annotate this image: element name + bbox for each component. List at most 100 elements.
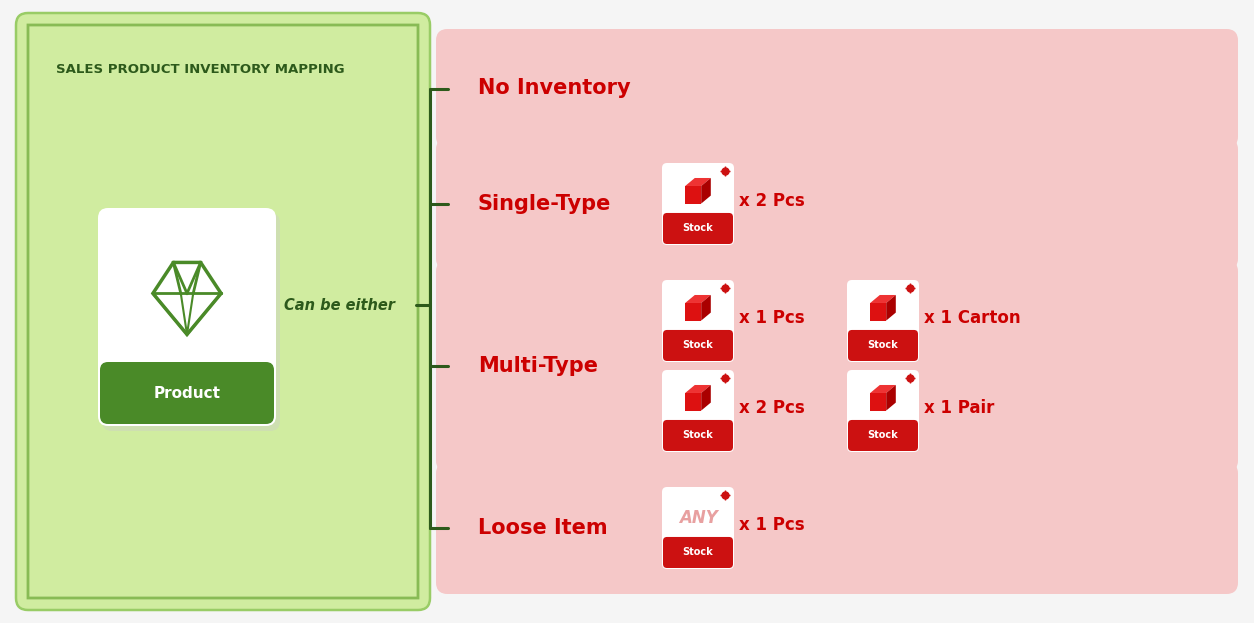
Text: Stock: Stock <box>868 341 898 351</box>
Text: Stock: Stock <box>682 548 714 558</box>
Bar <box>28 220 418 224</box>
Text: x 2 Pcs: x 2 Pcs <box>739 192 805 210</box>
Bar <box>28 412 418 416</box>
Bar <box>28 88 418 92</box>
Text: x 1 Pcs: x 1 Pcs <box>739 309 805 327</box>
Bar <box>28 372 418 376</box>
Bar <box>28 34 418 37</box>
Bar <box>28 200 418 204</box>
Bar <box>28 300 418 304</box>
Bar <box>28 464 418 467</box>
FancyBboxPatch shape <box>100 362 275 424</box>
Bar <box>28 378 418 381</box>
Bar <box>28 280 418 284</box>
Bar <box>28 28 418 32</box>
Bar <box>28 174 418 178</box>
Bar <box>28 257 418 261</box>
Bar <box>28 374 418 378</box>
Bar <box>28 535 418 539</box>
Polygon shape <box>685 186 701 204</box>
Polygon shape <box>887 295 895 321</box>
FancyBboxPatch shape <box>436 138 1238 270</box>
Bar <box>28 157 418 161</box>
FancyBboxPatch shape <box>16 13 430 610</box>
Bar <box>28 592 418 596</box>
Bar <box>28 177 418 181</box>
Bar <box>28 208 418 212</box>
Bar <box>28 31 418 35</box>
Text: Stock: Stock <box>682 430 714 440</box>
Bar <box>28 136 418 141</box>
Bar <box>28 449 418 453</box>
Bar <box>28 211 418 215</box>
Text: Multi-Type: Multi-Type <box>478 356 598 376</box>
Bar <box>28 401 418 404</box>
FancyBboxPatch shape <box>662 163 734 245</box>
Bar <box>28 80 418 83</box>
Bar <box>28 131 418 135</box>
FancyBboxPatch shape <box>663 330 734 361</box>
Bar <box>28 229 418 232</box>
Bar <box>28 59 418 64</box>
Bar <box>28 589 418 593</box>
Bar <box>28 380 418 384</box>
Bar <box>28 263 418 267</box>
Polygon shape <box>870 393 887 411</box>
FancyBboxPatch shape <box>436 29 1238 148</box>
Bar <box>28 245 418 249</box>
Bar <box>28 526 418 530</box>
Polygon shape <box>701 178 711 204</box>
Bar <box>28 518 418 521</box>
Bar <box>28 125 418 129</box>
Text: x 1 Pair: x 1 Pair <box>924 399 994 417</box>
Bar <box>28 231 418 235</box>
Bar <box>28 586 418 591</box>
Bar <box>28 552 418 556</box>
Bar <box>28 154 418 158</box>
Polygon shape <box>701 295 711 321</box>
Bar <box>28 331 418 335</box>
Bar <box>28 108 418 112</box>
Bar <box>28 249 418 252</box>
Bar <box>28 538 418 542</box>
Bar <box>28 197 418 201</box>
Bar <box>28 37 418 40</box>
Bar <box>28 469 418 473</box>
Bar <box>28 45 418 49</box>
Bar <box>28 292 418 295</box>
Bar <box>28 143 418 146</box>
Bar <box>28 134 418 138</box>
FancyBboxPatch shape <box>663 213 734 244</box>
Bar <box>28 403 418 407</box>
Bar <box>28 432 418 435</box>
Text: ANY: ANY <box>678 509 717 527</box>
Bar <box>28 140 418 143</box>
Bar <box>28 65 418 69</box>
FancyBboxPatch shape <box>663 420 734 451</box>
Text: x 1 Carton: x 1 Carton <box>924 309 1021 327</box>
Bar <box>28 74 418 78</box>
Bar <box>28 472 418 476</box>
Bar <box>28 521 418 525</box>
Bar <box>28 475 418 478</box>
Bar <box>28 102 418 106</box>
Bar <box>28 114 418 118</box>
Polygon shape <box>870 385 895 393</box>
Polygon shape <box>685 393 701 411</box>
Bar <box>28 105 418 109</box>
Polygon shape <box>701 385 711 411</box>
Bar <box>28 386 418 390</box>
FancyBboxPatch shape <box>436 462 1238 594</box>
Bar <box>28 194 418 198</box>
Bar <box>28 243 418 247</box>
Bar <box>28 478 418 482</box>
Bar <box>28 315 418 318</box>
Polygon shape <box>870 295 895 303</box>
Bar <box>28 163 418 166</box>
Polygon shape <box>887 385 895 411</box>
Bar <box>28 25 418 29</box>
Bar <box>28 354 418 358</box>
Bar <box>28 566 418 570</box>
Bar <box>28 572 418 576</box>
Bar <box>28 317 418 321</box>
